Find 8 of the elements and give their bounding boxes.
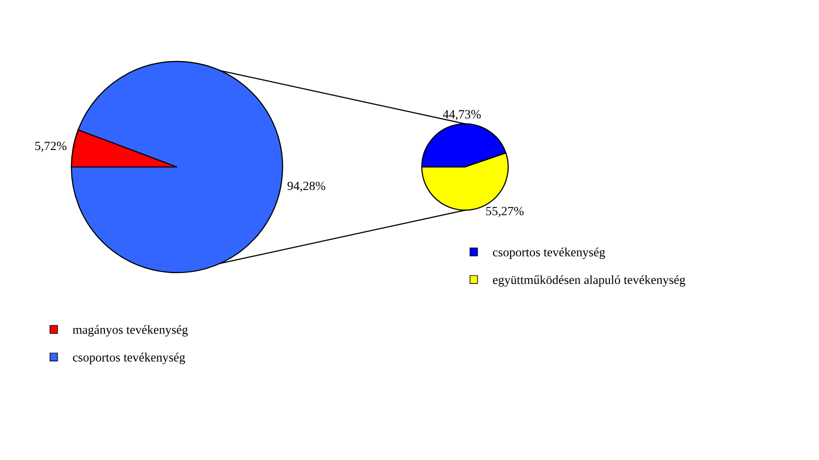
legend-label: magányos tevékenység [72,325,188,337]
legend-label: csoportos tevékenység [72,352,186,364]
legend-label: együttműködésen alapuló tevékenység [492,275,686,287]
data-label: 5,72% [35,142,66,152]
data-label: 94,28% [288,182,326,192]
data-label: 44,73% [442,110,481,120]
legend-label: csoportos tevékenység [492,248,606,259]
data-label: 55,27% [486,206,524,218]
